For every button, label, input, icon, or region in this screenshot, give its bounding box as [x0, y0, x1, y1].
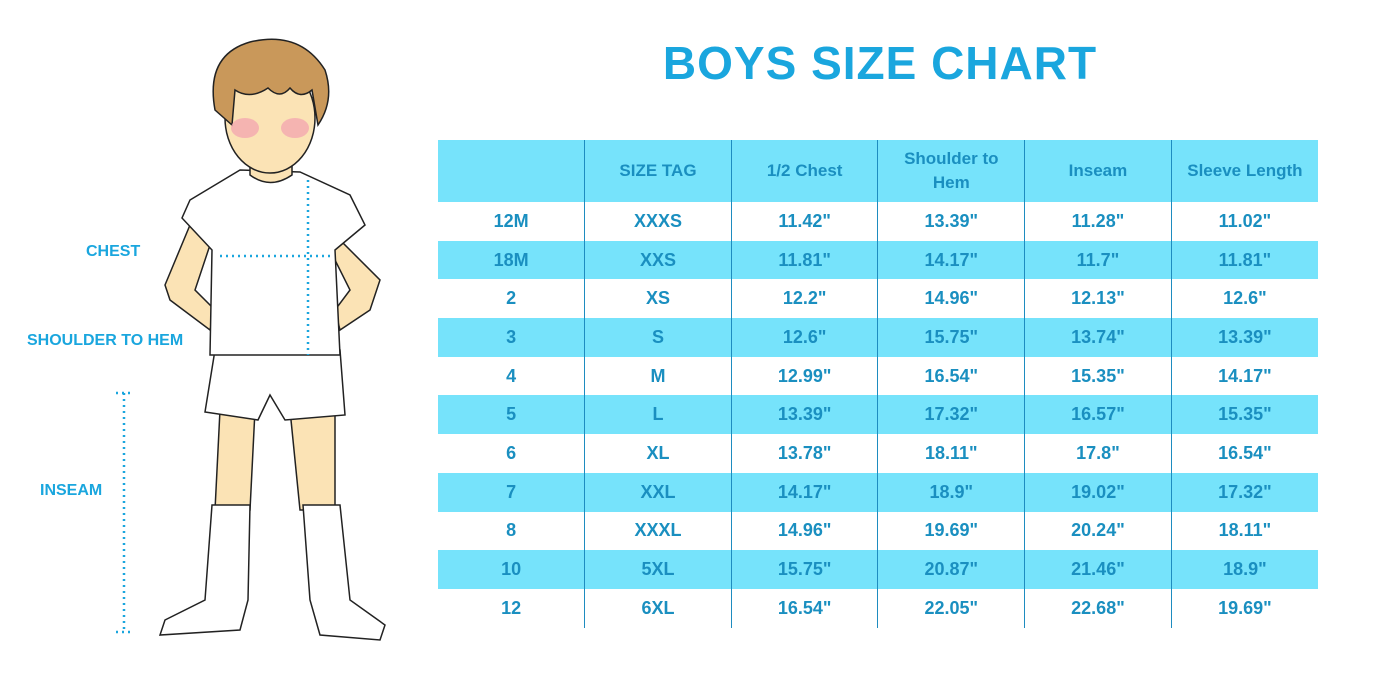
cell-shoulder-to-hem: 20.87" [877, 550, 1025, 589]
cell-shoulder-to-hem: 15.75" [877, 318, 1025, 357]
header-size-tag: SIZE TAG [584, 140, 732, 202]
cell-size-tag: S [584, 318, 732, 357]
cell-inseam: 19.02" [1024, 472, 1172, 512]
table-row: 7 XXL 14.17" 18.9" 19.02" 17.32" [438, 472, 1318, 512]
cell-sleeve-length: 18.9" [1170, 550, 1318, 589]
cell-age: 4 [506, 365, 517, 386]
cell-sleeve-length: 13.39" [1170, 318, 1318, 357]
inseam-label: INSEAM [40, 482, 103, 499]
table-row: 10 5XL 15.75" 20.87" 21.46" 18.9" [438, 550, 1318, 589]
cell-sleeve-length: 11.81" [1170, 240, 1318, 280]
cell-half-chest: 14.96" [730, 511, 878, 551]
chest-label: CHEST [86, 243, 141, 260]
cell-half-chest: 12.99" [730, 356, 878, 396]
cell-size-tag: 6XL [584, 588, 732, 628]
header-shoulder-to-hem: Shoulder to Hem [877, 140, 1025, 202]
cell-size-tag: XXL [584, 472, 732, 512]
cell-size-tag: L [584, 395, 732, 435]
table-row: 5 L 13.39" 17.32" 16.57" 15.35" [438, 395, 1318, 435]
cell-age: 12 [501, 597, 522, 618]
cell-inseam: 12.13" [1024, 279, 1172, 319]
cell-age: 6 [506, 442, 517, 463]
cell-inseam: 15.35" [1024, 356, 1172, 396]
cell-half-chest: 13.39" [730, 395, 878, 435]
cell-inseam: 20.24" [1024, 511, 1172, 551]
cell-size-tag: 5XL [584, 550, 732, 589]
cell-sleeve-length: 12.6" [1170, 279, 1318, 319]
cell-age: 12M [493, 210, 529, 231]
cell-age: 7 [438, 472, 585, 512]
cell-inseam: 11.7" [1024, 240, 1172, 280]
cell-sleeve-length: 18.11" [1170, 511, 1318, 551]
cell-inseam: 13.74" [1024, 318, 1172, 357]
table-row: 12 6XL 16.54" 22.05" 22.68" 19.69" [438, 588, 1318, 628]
cell-age: 2 [506, 288, 517, 309]
cell-size-tag: XS [584, 279, 732, 319]
header-half-chest: 1/2 Chest [730, 140, 878, 202]
cell-age: 18M [438, 240, 585, 280]
cell-shoulder-to-hem: 14.96" [877, 279, 1025, 319]
cell-inseam: 22.68" [1024, 588, 1172, 628]
cell-inseam: 21.46" [1024, 550, 1172, 589]
cell-size-tag: XXXS [584, 202, 732, 241]
table-row: 3 S 12.6" 15.75" 13.74" 13.39" [438, 318, 1318, 357]
cell-half-chest: 13.78" [730, 434, 878, 473]
cell-shoulder-to-hem: 18.9" [877, 472, 1025, 512]
cell-size-tag: M [584, 356, 732, 396]
cell-half-chest: 15.75" [730, 550, 878, 589]
cell-shoulder-to-hem: 22.05" [877, 588, 1025, 628]
cell-age: 5 [438, 395, 585, 435]
cell-age: 3 [438, 318, 585, 357]
cell-shoulder-to-hem: 13.39" [877, 202, 1025, 241]
cell-inseam: 16.57" [1024, 395, 1172, 435]
table-row: 12M XXXS 11.42" 13.39" 11.28" 11.02" [438, 202, 1318, 241]
table-row: 8 XXXL 14.96" 19.69" 20.24" 18.11" [438, 511, 1318, 551]
cell-half-chest: 12.2" [730, 279, 878, 319]
cell-sleeve-length: 16.54" [1170, 434, 1318, 473]
boy-illustration [116, 38, 386, 641]
cell-size-tag: XXXL [584, 511, 732, 551]
header-age [438, 140, 585, 202]
cell-half-chest: 14.17" [730, 472, 878, 512]
table-row: 4 M 12.99" 16.54" 15.35" 14.17" [438, 356, 1318, 396]
cell-shoulder-to-hem: 17.32" [877, 395, 1025, 435]
cell-sleeve-length: 17.32" [1170, 472, 1318, 512]
cell-sleeve-length: 15.35" [1170, 395, 1318, 435]
header-inseam: Inseam [1024, 140, 1172, 202]
cell-half-chest: 11.42" [730, 202, 878, 241]
cell-size-tag: XXS [584, 240, 732, 280]
cell-shoulder-to-hem: 14.17" [877, 240, 1025, 280]
cell-age: 8 [506, 520, 517, 541]
cell-half-chest: 11.81" [730, 240, 878, 280]
size-chart-table: SIZE TAG 1/2 Chest Shoulder to Hem Insea… [438, 140, 1318, 628]
cell-half-chest: 16.54" [730, 588, 878, 628]
cell-shoulder-to-hem: 16.54" [877, 356, 1025, 396]
cell-inseam: 11.28" [1024, 202, 1172, 241]
table-row: 2 XS 12.2" 14.96" 12.13" 12.6" [438, 279, 1318, 319]
cell-shoulder-to-hem: 18.11" [877, 434, 1025, 473]
cell-inseam: 17.8" [1024, 434, 1172, 473]
cell-shoulder-to-hem: 19.69" [877, 511, 1025, 551]
table-row: 6 XL 13.78" 18.11" 17.8" 16.54" [438, 434, 1318, 473]
table-row: 18M XXS 11.81" 14.17" 11.7" 11.81" [438, 240, 1318, 280]
header-sleeve-length: Sleeve Length [1170, 140, 1318, 202]
shoulder-to-hem-label: SHOULDER TO HEM [27, 332, 184, 349]
cell-sleeve-length: 14.17" [1170, 356, 1318, 396]
cell-sleeve-length: 19.69" [1170, 588, 1318, 628]
cell-size-tag: XL [584, 434, 732, 473]
page-title: BOYS SIZE CHART [662, 37, 1098, 89]
cell-sleeve-length: 11.02" [1170, 202, 1318, 241]
cell-half-chest: 12.6" [730, 318, 878, 357]
table-header-row: SIZE TAG 1/2 Chest Shoulder to Hem Insea… [438, 140, 1318, 202]
cell-age: 10 [438, 550, 585, 589]
